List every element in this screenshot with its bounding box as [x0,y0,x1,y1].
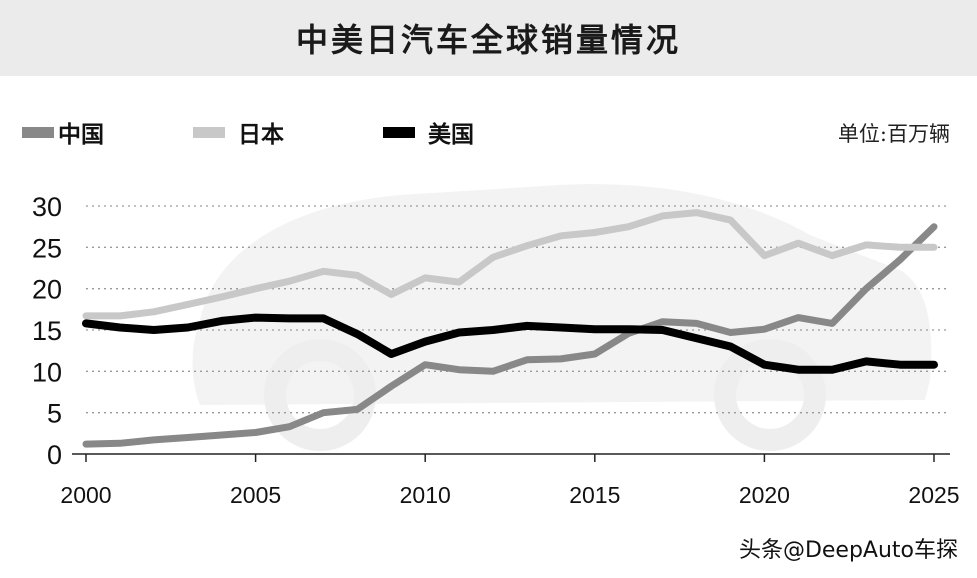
legend-swatch-usa [383,127,415,138]
series-line-usa [82,313,938,374]
series-lines [82,209,938,448]
x-tick-label: 2005 [230,482,281,508]
legend: 中国 日本 美国 [22,121,474,148]
x-tick-label: 2010 [400,482,451,508]
y-tick-label: 10 [32,357,62,387]
x-tick-label: 2025 [908,482,959,508]
series-line-china [82,223,938,448]
chart-title: 中美日汽车全球销量情况 [295,21,681,59]
series-line-japan [82,209,938,320]
y-tick-label: 0 [47,440,62,470]
unit-label: 单位:百万辆 [838,122,950,146]
x-tick-labels: 2000 2005 2010 2015 2020 2025 [60,482,959,508]
x-tick-label: 2020 [739,482,790,508]
y-tick-label: 15 [32,316,62,346]
watermark: 头条@DeepAuto车探 [739,538,958,563]
legend-swatch-china [22,127,54,138]
legend-swatch-japan [193,127,225,138]
y-tick-label: 5 [47,399,62,429]
y-tick-labels: 0 5 10 15 20 25 30 [32,192,62,470]
y-tick-label: 30 [32,192,62,222]
x-tick-label: 2000 [60,482,111,508]
legend-label-china: 中国 [58,122,104,148]
legend-label-japan: 日本 [238,122,284,148]
y-tick-label: 20 [32,275,62,305]
axes [72,453,950,462]
legend-label-usa: 美国 [428,121,474,148]
x-tick-label: 2015 [569,482,620,508]
y-tick-label: 25 [32,233,62,263]
car-wheels-background [264,339,826,451]
title-band: 中美日汽车全球销量情况 [0,0,977,76]
